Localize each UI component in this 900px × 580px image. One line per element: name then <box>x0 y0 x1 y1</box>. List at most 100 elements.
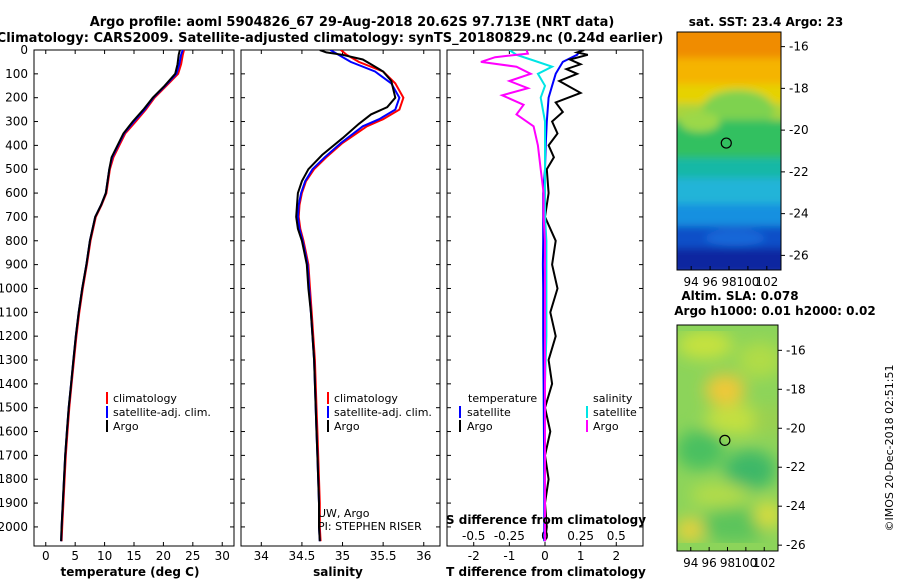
series-line-argo <box>295 50 397 542</box>
x-tick-label: 34.5 <box>289 549 316 563</box>
x-tick-label: 35.5 <box>370 549 397 563</box>
legend-argo: Argo <box>334 420 360 433</box>
legend-salinity-title: salinity <box>593 392 633 405</box>
s-tick-label: -0.25 <box>494 529 525 543</box>
difference-legend: temperature satellite Argo salinity sate… <box>459 392 637 433</box>
lon-tick-label: 96 <box>701 556 716 570</box>
lon-tick-label: 102 <box>753 556 776 570</box>
depth-tick-label: 700 <box>5 210 28 224</box>
lon-tick-label: 102 <box>755 275 778 289</box>
sla-map: Altim. SLA: 0.078 Argo h1000: 0.01 h2000… <box>674 289 875 570</box>
temperature-legend: climatology satellite-adj. clim. Argo <box>106 392 211 433</box>
s-tick-label: 0.25 <box>567 529 594 543</box>
temperature-lines <box>60 50 185 542</box>
lat-tick-label: -26 <box>789 248 809 262</box>
sla-lat-axis: -16 -18 -20 -22 -24 -26 <box>778 343 806 552</box>
s-diff-label: S difference from climatology <box>446 513 646 527</box>
salinity-frame <box>240 49 441 547</box>
temperature-x-axis: 0 5 10 15 20 25 30 <box>42 50 230 563</box>
depth-tick-label: 1700 <box>0 448 28 462</box>
x-tick-label: 30 <box>215 549 230 563</box>
lon-tick-label: 100 <box>734 556 757 570</box>
temperature-panel: 0100200300400500600700800900100011001200… <box>0 43 643 579</box>
x-tick-label: 34 <box>254 549 269 563</box>
temperature-xlabel: temperature (deg C) <box>61 565 200 579</box>
lat-tick-label: -20 <box>786 421 806 435</box>
lat-tick-label: -18 <box>786 382 806 396</box>
x-tick-label: 10 <box>97 549 112 563</box>
depth-tick-label: 1300 <box>0 353 28 367</box>
sst-lat-axis: -16 -18 -20 -22 -24 -26 <box>781 40 809 262</box>
lon-tick-label: 100 <box>736 275 759 289</box>
x-tick-label: -2 <box>468 549 480 563</box>
depth-tick-label: 600 <box>5 186 28 200</box>
series-line-t-satellite <box>541 50 582 542</box>
sla-map-title: Altim. SLA: 0.078 <box>681 289 798 303</box>
header-line2: Climatology: CARS2009. Satellite-adjuste… <box>0 31 663 46</box>
lat-tick-label: -22 <box>789 165 809 179</box>
annotation-line2: PI: STEPHEN RISER <box>318 520 422 533</box>
timestamp: ©IMOS 20-Dec-2018 02:51:51 <box>883 365 896 532</box>
series-line-satellite-adj-clim- <box>60 50 184 542</box>
sst-map-image <box>677 32 781 270</box>
depth-tick-label: 400 <box>5 138 28 152</box>
series-line-argo <box>60 50 181 542</box>
annotation-line1: UW, Argo <box>318 507 370 520</box>
sla-map-subtitle: Argo h1000: 0.01 h2000: 0.02 <box>674 304 875 318</box>
depth-tick-label: 500 <box>5 162 28 176</box>
series-line-satellite-adj-clim- <box>296 50 401 542</box>
lat-tick-label: -20 <box>789 123 809 137</box>
depth-tick-label: 200 <box>5 91 28 105</box>
lat-tick-label: -18 <box>789 81 809 95</box>
depth-tick-label: 800 <box>5 234 28 248</box>
sst-map-title: sat. SST: 23.4 Argo: 23 <box>689 15 843 29</box>
x-tick-label: -1 <box>503 549 515 563</box>
depth-tick-label: 1000 <box>0 281 28 295</box>
salinity-panel: 34 34.5 35 35.5 36 climatology satellite-adj… <box>240 49 441 579</box>
legend-s-satellite: satellite <box>593 406 637 419</box>
depth-tick-label: 1400 <box>0 377 28 391</box>
x-tick-label: 1 <box>577 549 585 563</box>
lon-tick-label: 98 <box>720 556 735 570</box>
legend-t-argo: Argo <box>467 420 493 433</box>
depth-tick-label: 1500 <box>0 401 28 415</box>
depth-tick-label: 1600 <box>0 425 28 439</box>
x-tick-label: 15 <box>126 549 141 563</box>
s-tick-label: 0.5 <box>607 529 626 543</box>
x-tick-label: 5 <box>71 549 79 563</box>
depth-tick-label: 1200 <box>0 329 28 343</box>
lon-tick-label: 98 <box>721 275 736 289</box>
lat-tick-label: -16 <box>786 343 806 357</box>
depth-tick-label: 0 <box>20 43 28 57</box>
lon-tick-label: 94 <box>684 275 699 289</box>
depth-tick-label: 2000 <box>0 520 28 534</box>
lon-tick-label: 96 <box>702 275 717 289</box>
lat-tick-label: -24 <box>786 499 806 513</box>
depth-tick-label: 900 <box>5 258 28 272</box>
lat-tick-label: -26 <box>786 538 806 552</box>
series-line-s-argo <box>480 50 546 542</box>
series-line-climatology <box>60 50 185 542</box>
salinity-x-axis: 34 34.5 35 35.5 36 <box>254 50 431 563</box>
x-tick-label: 25 <box>185 549 200 563</box>
depth-tick-label: 300 <box>5 115 28 129</box>
argo-location-marker <box>719 434 731 446</box>
salinity-legend: climatology satellite-adj. clim. Argo <box>327 392 432 433</box>
t-diff-xlabel: T difference from climatology <box>446 565 646 579</box>
salinity-xlabel: salinity <box>313 565 363 579</box>
legend-s-argo: Argo <box>593 420 619 433</box>
difference-panel: -2 -1 0 1 2 -0.5 -0.25 0 0.25 0.5 temperature sa… <box>446 49 646 579</box>
salinity-lines <box>295 50 405 542</box>
depth-tick-label: 1100 <box>0 305 28 319</box>
argo-location-marker <box>720 137 732 149</box>
series-line-climatology <box>297 50 405 542</box>
x-tick-label: 0 <box>541 549 549 563</box>
lat-tick-label: -24 <box>789 207 809 221</box>
x-tick-label: 35 <box>335 549 350 563</box>
x-tick-label: 2 <box>612 549 620 563</box>
legend-argo: Argo <box>113 420 139 433</box>
legend-t-satellite: satellite <box>467 406 511 419</box>
